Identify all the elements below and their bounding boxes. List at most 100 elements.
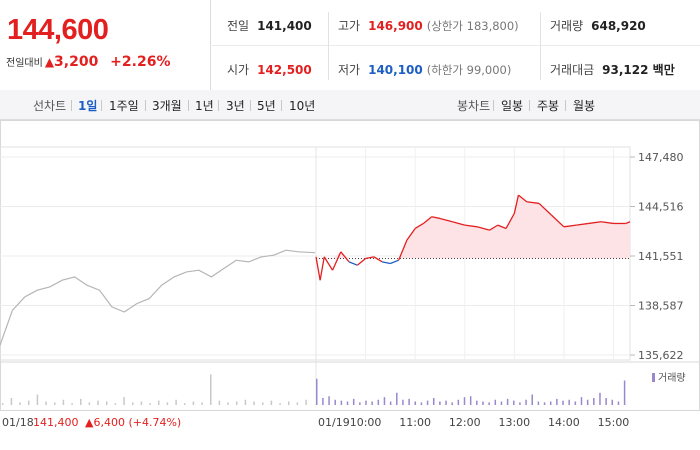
today-price-segment bbox=[497, 224, 507, 230]
volume-bar-prev bbox=[270, 400, 273, 405]
volume-bar-prev bbox=[54, 402, 56, 405]
volume-bar-today bbox=[328, 396, 330, 405]
volume-bar-today bbox=[396, 392, 398, 405]
volume-bar-prev bbox=[305, 399, 307, 405]
volume-bar-today bbox=[519, 402, 521, 405]
today-price-segment bbox=[390, 259, 399, 265]
tab-daily-candle[interactable]: 일봉 bbox=[501, 99, 524, 113]
divider bbox=[188, 100, 189, 111]
today-price-segment bbox=[414, 222, 424, 230]
volume-bar-today bbox=[482, 401, 484, 405]
tab-1w[interactable]: 1주일 bbox=[109, 99, 139, 113]
tab-5y[interactable]: 5년 bbox=[257, 99, 276, 113]
volume-bar-prev bbox=[10, 398, 13, 405]
divider bbox=[565, 100, 566, 111]
today-price-segment bbox=[381, 261, 391, 265]
today-price-segment bbox=[476, 226, 490, 231]
stat-low: 저가 140,100 (하한가 99,000) bbox=[338, 61, 511, 78]
volume-bar-today bbox=[463, 397, 466, 405]
today-price-segment bbox=[439, 217, 453, 223]
tab-10y[interactable]: 10년 bbox=[289, 99, 316, 113]
volume-bar-today bbox=[586, 399, 589, 405]
divider bbox=[328, 12, 329, 80]
volume-bar-prev bbox=[166, 402, 169, 405]
volume-bar-today bbox=[574, 401, 577, 405]
today-price-segment bbox=[315, 256, 321, 281]
candle-chart-label: 봉차트 bbox=[457, 99, 491, 113]
divider bbox=[145, 100, 146, 111]
volume-bar-prev bbox=[106, 401, 108, 405]
today-price-segment bbox=[513, 194, 520, 214]
today-date-label: 01/19 bbox=[318, 416, 350, 429]
stat-label: 고가 bbox=[338, 19, 361, 33]
stat-value: 146,900 bbox=[368, 19, 423, 33]
volume-bar-today bbox=[617, 401, 620, 405]
today-price-segment bbox=[319, 256, 325, 281]
y-tick-label: 135,622 bbox=[638, 349, 684, 362]
divider bbox=[218, 100, 219, 111]
stat-label: 거래량 bbox=[550, 19, 584, 33]
volume-bar-prev bbox=[2, 403, 4, 405]
divider bbox=[101, 100, 102, 111]
volume-bar-today bbox=[506, 398, 509, 405]
volume-bar-today bbox=[593, 398, 595, 405]
volume-bar-today bbox=[334, 399, 336, 405]
volume-bar-prev bbox=[158, 400, 160, 405]
volume-bar-today bbox=[525, 399, 527, 405]
prev-change-label: ▲6,400 (+4.74%) bbox=[85, 416, 181, 429]
prev-date-label: 01/18 bbox=[2, 416, 34, 429]
today-price-segment bbox=[588, 221, 602, 225]
volume-legend-swatch bbox=[652, 373, 655, 382]
volume-bar-today bbox=[476, 400, 478, 405]
price-chart: 147,480 144,516 141,551 138,587 135,622 거래량 01… bbox=[0, 120, 700, 429]
today-price-segment bbox=[464, 224, 478, 228]
today-price-segment bbox=[365, 256, 374, 260]
stats-panel: 전일 141,400 고가 146,900 (상한가 183,800) 거래량 648,… bbox=[210, 0, 700, 90]
today-price-segment bbox=[331, 251, 342, 271]
volume-bar-prev bbox=[28, 400, 30, 405]
volume-bar-today bbox=[568, 399, 570, 405]
volume-bar-today bbox=[599, 392, 601, 405]
tab-monthly-candle[interactable]: 월봉 bbox=[573, 99, 596, 113]
price-change: 전일대비 ▲3,200 +2.26% bbox=[6, 54, 170, 70]
volume-bar-today bbox=[439, 401, 441, 405]
stat-label: 거래대금 bbox=[550, 63, 595, 77]
volume-bar-today bbox=[445, 400, 447, 405]
volume-bar-today bbox=[562, 400, 564, 405]
y-tick-label: 144,516 bbox=[638, 201, 684, 214]
today-price-segment bbox=[356, 258, 366, 266]
change-value: 3,200 bbox=[54, 54, 99, 70]
volume-bar-today bbox=[402, 399, 404, 405]
volume-bar-prev bbox=[71, 403, 73, 405]
volume-bar-today bbox=[451, 402, 453, 405]
x-tick-label: 11:00 bbox=[399, 416, 431, 429]
stat-value: 141,400 bbox=[257, 19, 312, 33]
tab-3m[interactable]: 3개월 bbox=[152, 99, 182, 113]
stat-value: 93,122 백만 bbox=[602, 63, 675, 77]
volume-bar-prev bbox=[149, 403, 151, 405]
tab-weekly-candle[interactable]: 주봉 bbox=[537, 99, 560, 113]
volume-bar-prev bbox=[175, 399, 177, 405]
today-price-segment bbox=[600, 221, 614, 225]
volume-bar-today bbox=[531, 394, 533, 405]
divider bbox=[210, 45, 700, 46]
chart-frame bbox=[0, 120, 700, 411]
stat-value: 140,100 bbox=[368, 63, 423, 77]
stat-high: 고가 146,900 (상한가 183,800) bbox=[338, 17, 519, 34]
today-price-segment bbox=[551, 214, 565, 228]
x-tick-label: 10:00 bbox=[350, 416, 382, 429]
tab-3y[interactable]: 3년 bbox=[226, 99, 245, 113]
volume-legend-label: 거래량 bbox=[658, 372, 686, 384]
volume-bar-today bbox=[420, 402, 423, 405]
today-price-segment bbox=[518, 194, 528, 203]
tab-1d[interactable]: 1일 bbox=[78, 99, 98, 113]
tab-1y[interactable]: 1년 bbox=[195, 99, 214, 113]
volume-bar-today bbox=[488, 402, 490, 405]
divider bbox=[529, 100, 530, 111]
volume-bar-today bbox=[365, 400, 367, 405]
up-arrow-icon: ▲ bbox=[44, 55, 55, 69]
volume-bar-prev bbox=[244, 399, 247, 405]
prev-day-line bbox=[0, 249, 316, 346]
volume-bar-today bbox=[426, 400, 429, 405]
volume-bar-today bbox=[494, 399, 497, 405]
